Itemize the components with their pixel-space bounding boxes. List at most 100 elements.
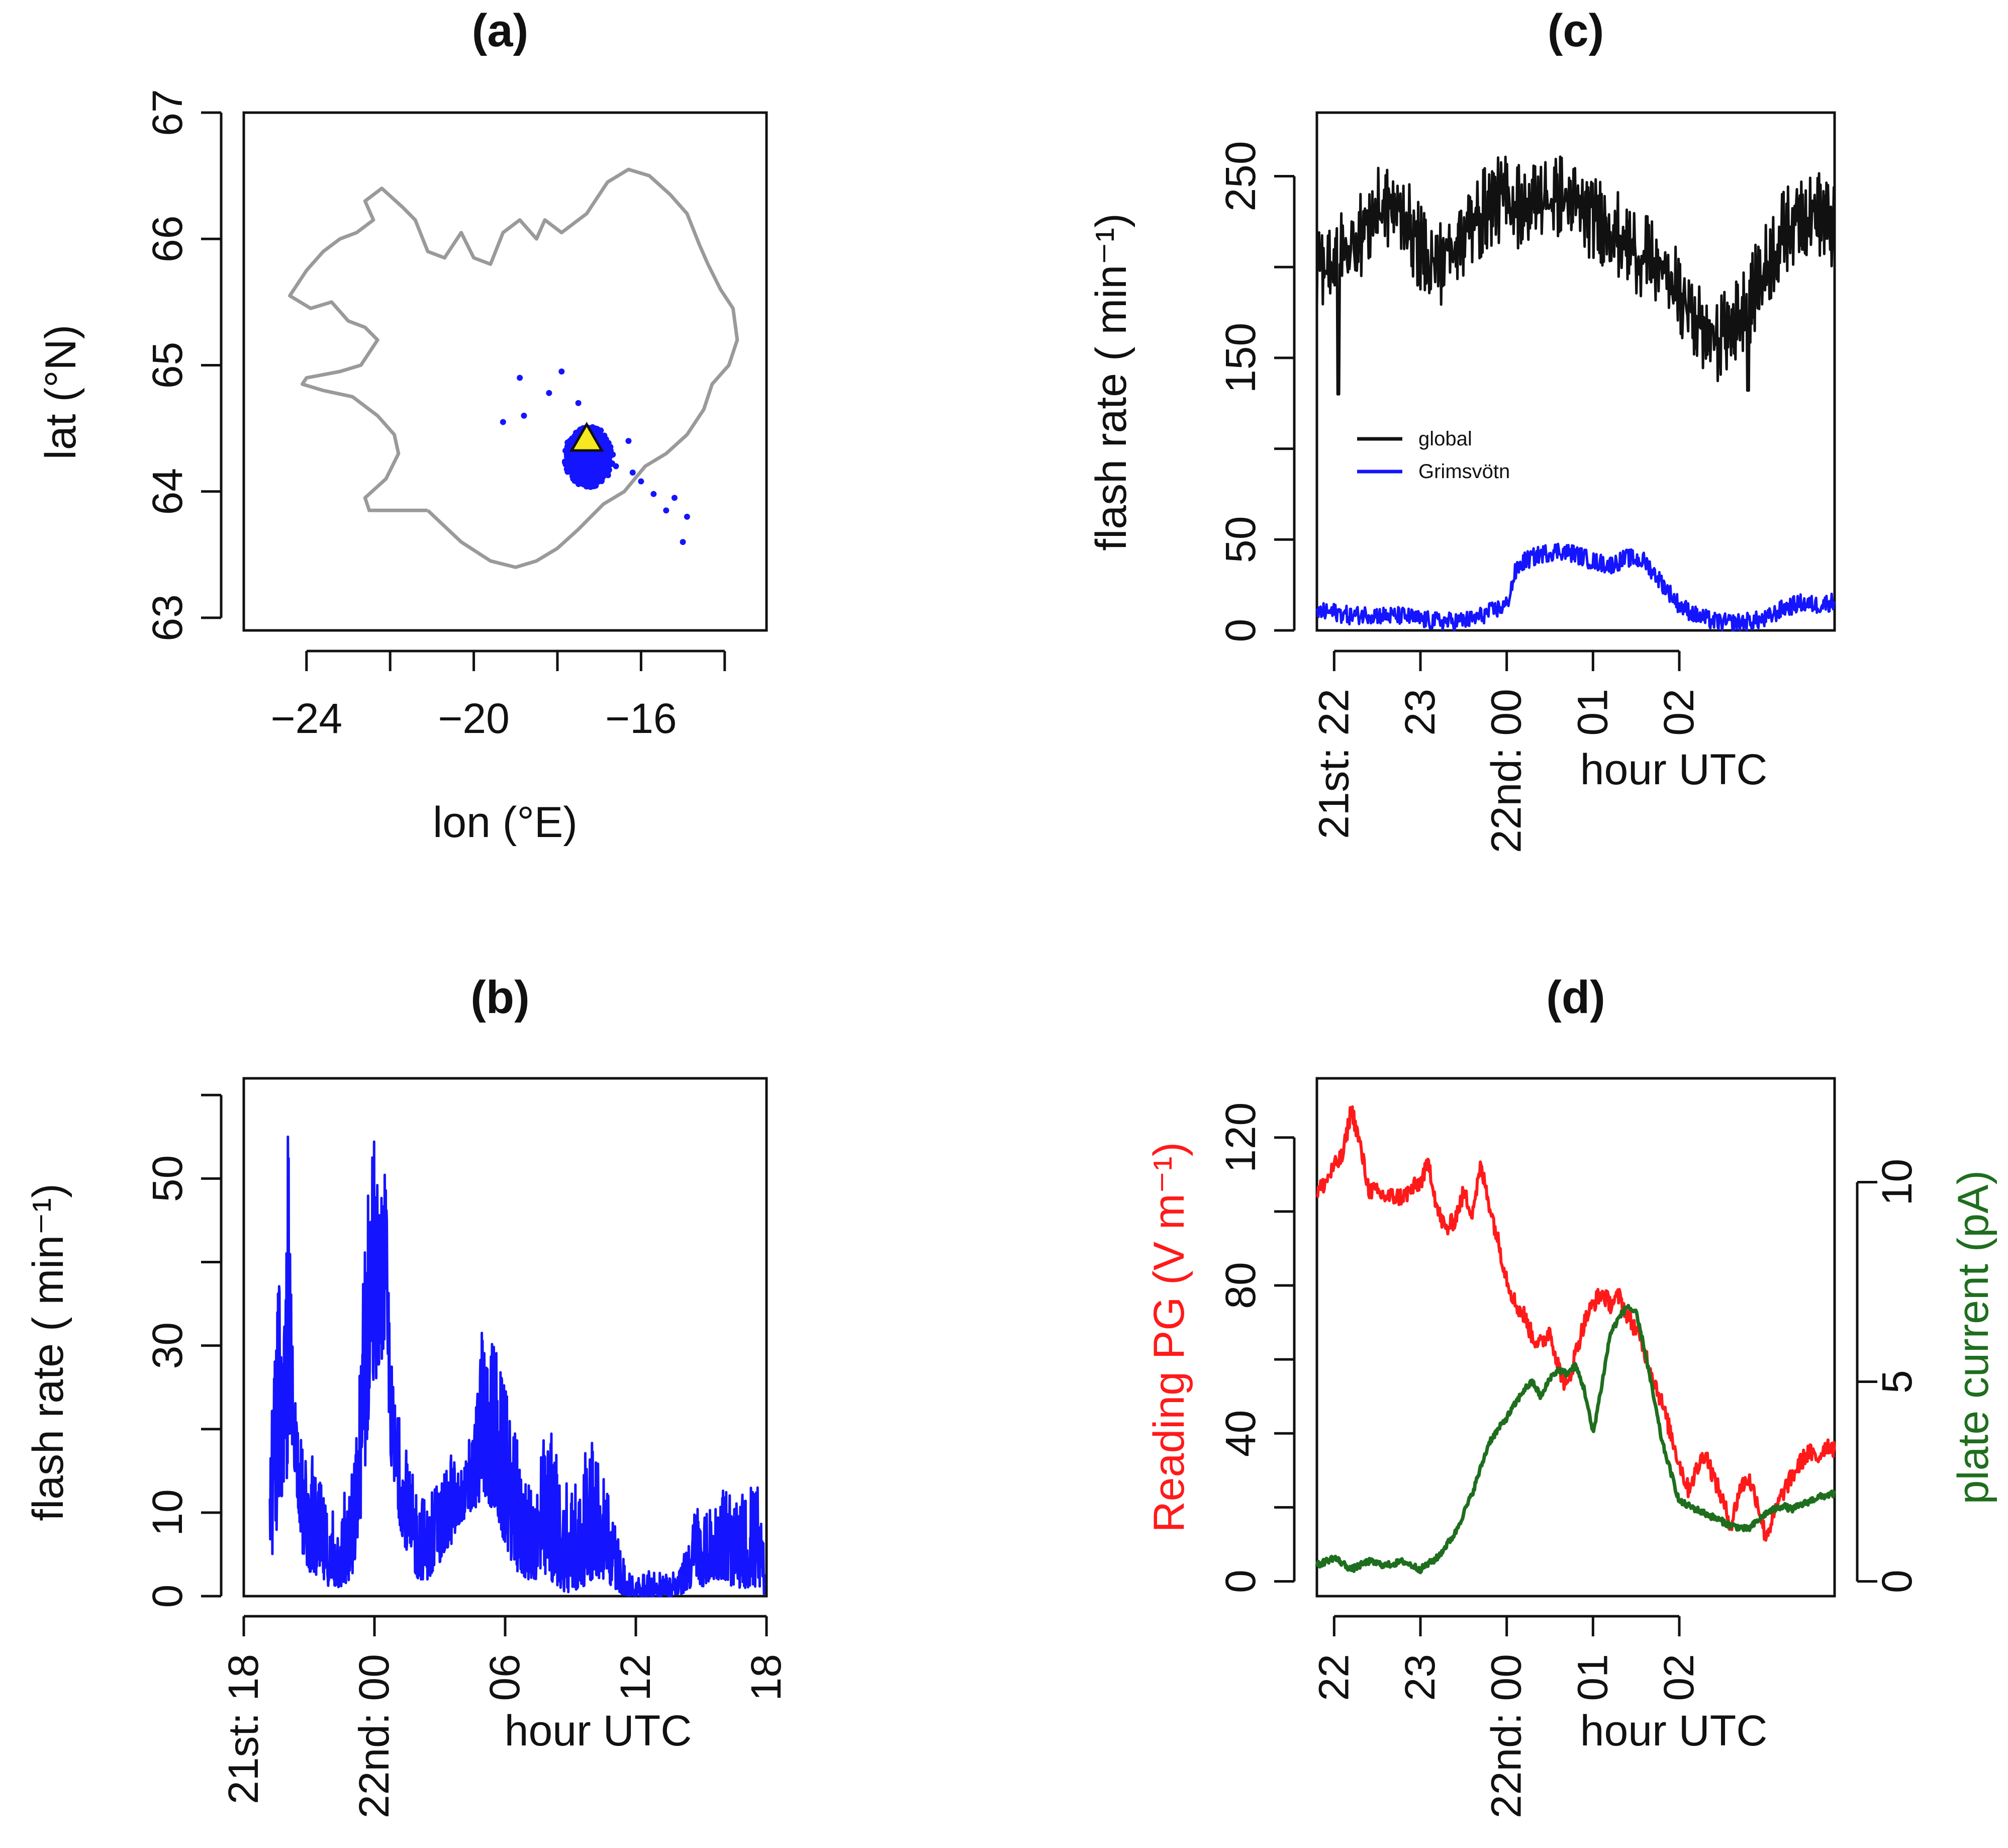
panel-b-ylabel: flash rate ( min⁻¹) xyxy=(24,1183,72,1521)
lightning-stroke xyxy=(575,400,582,406)
panel-b-x-tick-label: 21st: 18 xyxy=(220,1654,267,1804)
lightning-stroke xyxy=(595,471,601,477)
panel-b-x-tick-label: 18 xyxy=(742,1654,790,1701)
lightning-stroke xyxy=(590,454,596,461)
panel-b-y-tick-label: 50 xyxy=(144,1155,191,1202)
panel-a-xlabel: lon (°E) xyxy=(433,798,578,847)
panel-c-x-tick-label: 23 xyxy=(1396,689,1444,735)
lightning-stroke xyxy=(601,434,607,440)
lightning-stroke xyxy=(605,465,611,471)
panel-b-x-tick-label: 22nd: 00 xyxy=(350,1654,398,1818)
panel-c-axes: 21st: 22 23 22nd: 00 01 02 0 50 150 250 xyxy=(1217,141,1702,853)
series-line-plate-current xyxy=(1315,1304,1836,1575)
panel-a-map: (a) −24 −20 −16 63 64 65 66 67 lon (°E) lat (°N… xyxy=(37,5,768,847)
lightning-stroke xyxy=(596,476,602,482)
lightning-stroke xyxy=(546,390,552,396)
panel-b-frame xyxy=(242,1077,768,1598)
panel-d-y2-tick-label: 10 xyxy=(1873,1159,1921,1206)
panel-a-title: (a) xyxy=(472,5,528,56)
legend-label-grimsvotn: Grimsvötn xyxy=(1418,460,1510,483)
panel-c-chart: (c) 21st: 22 23 22nd: 00 01 02 0 50 150 250 glob… xyxy=(1087,5,1836,853)
panel-d-y-tick-label: 80 xyxy=(1217,1262,1264,1309)
panel-c-content xyxy=(1315,155,1836,632)
panel-d-y2-tick-label: 0 xyxy=(1873,1569,1921,1593)
panel-c-title: (c) xyxy=(1548,5,1604,56)
panel-c-y-tick-label: 250 xyxy=(1217,141,1264,211)
panel-a-y-tick-label: 63 xyxy=(144,594,191,641)
lightning-stroke xyxy=(575,478,581,484)
lightning-stroke xyxy=(590,461,596,468)
lightning-stroke xyxy=(566,469,573,475)
legend-label-global: global xyxy=(1418,428,1472,450)
panel-d-x-tick-label: 22nd: 00 xyxy=(1483,1654,1530,1818)
panel-a-y-tick-label: 66 xyxy=(144,216,191,262)
panel-d-xlabel: hour UTC xyxy=(1580,1707,1768,1755)
panel-c-y-tick-label: 0 xyxy=(1217,619,1264,642)
lightning-stroke xyxy=(625,438,632,444)
lightning-stroke xyxy=(603,455,610,461)
panel-d-content xyxy=(1315,1105,1836,1575)
panel-c-x-tick-label: 01 xyxy=(1569,689,1616,735)
lightning-stroke xyxy=(580,471,587,477)
lightning-stroke xyxy=(572,432,579,439)
lightning-stroke xyxy=(605,445,611,451)
panel-a-axes: −24 −20 −16 63 64 65 66 67 xyxy=(144,89,726,742)
panel-d-title: (d) xyxy=(1546,972,1605,1023)
panel-c-xlabel: hour UTC xyxy=(1580,746,1768,794)
panel-c-frame xyxy=(1315,111,1836,632)
panel-b-x-tick-label: 06 xyxy=(481,1654,528,1701)
panel-a-x-tick-label: −24 xyxy=(271,695,343,742)
panel-d-y-tick-label: 40 xyxy=(1217,1410,1264,1457)
series-line-global xyxy=(1315,155,1836,396)
lightning-stroke xyxy=(629,469,636,476)
panel-b-axes: 21st: 18 22nd: 00 06 12 18 0 10 30 50 xyxy=(144,1093,790,1818)
iceland-coastline xyxy=(288,167,739,569)
panel-d-chart: (d) 22 23 22nd: 00 01 02 0 40 80 120 0 5 10 hour UT… xyxy=(1145,972,1997,1818)
panel-d-frame xyxy=(1315,1077,1836,1598)
lightning-stroke xyxy=(589,424,596,430)
series-line-reading-pg xyxy=(1315,1105,1836,1542)
series-line-grimsvotn xyxy=(1315,542,1836,632)
panel-a-x-tick-label: −16 xyxy=(605,695,677,742)
panel-d-y-tick-label: 120 xyxy=(1217,1102,1264,1173)
lightning-stroke xyxy=(650,491,657,497)
panel-d-y2-tick-label: 5 xyxy=(1873,1370,1921,1394)
panel-d-x-tick-label: 02 xyxy=(1655,1654,1702,1701)
lightning-stroke xyxy=(638,478,644,485)
panel-b-xlabel: hour UTC xyxy=(505,1707,692,1755)
panel-b-chart: (b) 21st: 18 22nd: 00 06 12 18 0 10 30 50 hour U… xyxy=(24,972,790,1818)
panel-d-y-tick-label: 0 xyxy=(1217,1569,1264,1593)
lightning-stroke xyxy=(684,513,690,520)
panel-c-x-tick-label: 21st: 22 xyxy=(1310,689,1357,839)
panel-a-ylabel: lat (°N) xyxy=(37,325,85,460)
panel-d-x-tick-label: 22 xyxy=(1310,1654,1357,1701)
lightning-stroke xyxy=(500,419,506,425)
panel-b-y-tick-label: 10 xyxy=(144,1489,191,1536)
panel-d-ylabel: Reading PG (V m⁻¹) xyxy=(1145,1142,1193,1533)
lightning-stroke xyxy=(578,456,584,463)
lightning-stroke xyxy=(576,466,582,472)
panel-d-axes: 22 23 22nd: 00 01 02 0 40 80 120 0 5 10 xyxy=(1217,1102,1921,1818)
lightning-stroke xyxy=(571,454,578,460)
lightning-stroke xyxy=(671,495,678,501)
lightning-stroke xyxy=(582,476,588,482)
panel-c-legend: global Grimsvötn xyxy=(1357,428,1510,483)
lightning-stroke xyxy=(517,375,523,381)
lightning-stroke xyxy=(680,539,686,545)
panel-d-x-tick-label: 23 xyxy=(1396,1654,1444,1701)
lightning-stroke xyxy=(558,368,565,375)
panel-a-content xyxy=(288,167,739,569)
panel-b-content xyxy=(268,1135,766,1598)
panel-a-y-tick-label: 67 xyxy=(144,89,191,136)
lightning-stroke xyxy=(565,459,571,466)
panel-b-y-tick-label: 30 xyxy=(144,1322,191,1369)
lightning-stroke xyxy=(586,479,592,486)
panel-b-x-tick-label: 12 xyxy=(612,1654,659,1701)
lightning-stroke xyxy=(521,412,527,419)
panel-c-x-tick-label: 22nd: 00 xyxy=(1483,689,1530,853)
panel-a-frame xyxy=(242,111,768,632)
panel-a-y-tick-label: 64 xyxy=(144,468,191,515)
panel-a-x-tick-label: −20 xyxy=(438,695,510,742)
lightning-stroke xyxy=(601,440,608,447)
